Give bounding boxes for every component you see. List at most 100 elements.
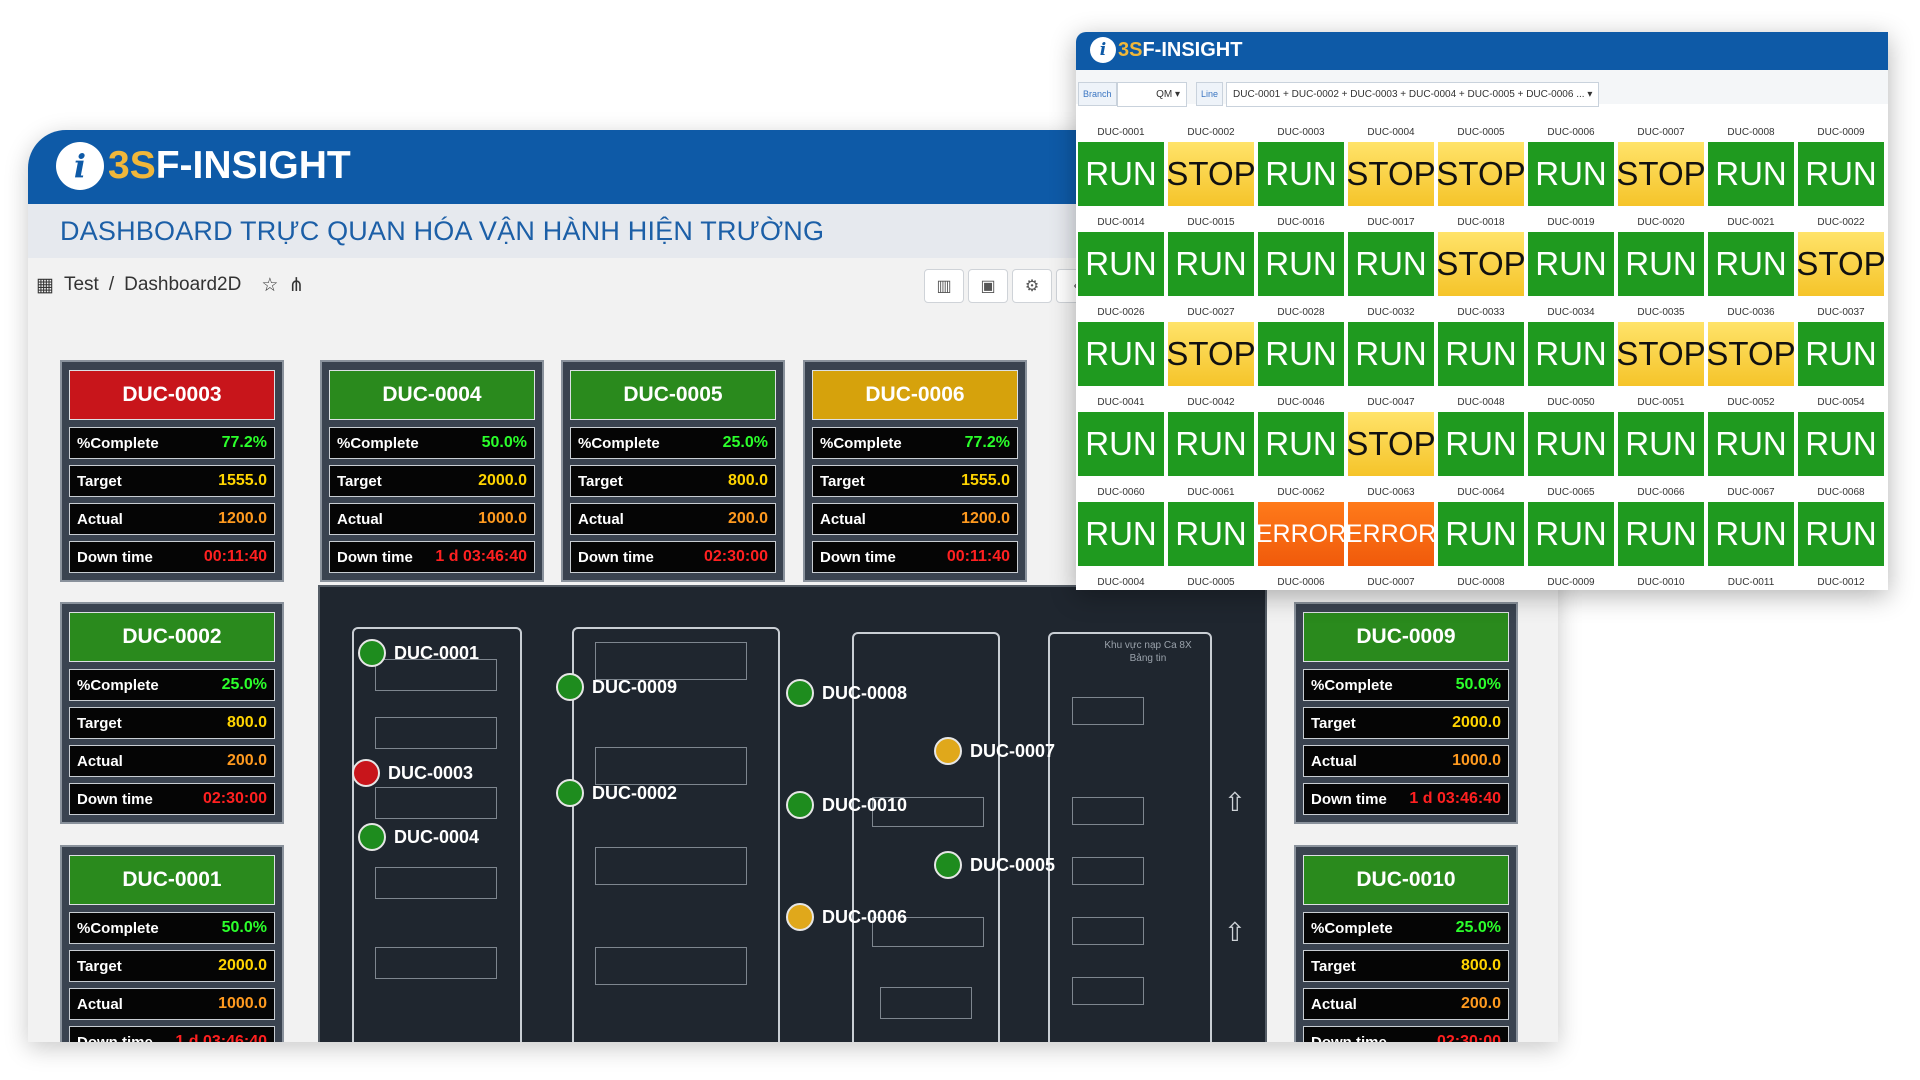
status-cell[interactable]: DUC-0015 RUN xyxy=(1168,214,1254,302)
status-cell[interactable]: DUC-0027 STOP xyxy=(1166,304,1256,392)
status-cell[interactable]: DUC-0008 RUN xyxy=(1708,124,1794,212)
status-cell[interactable]: DUC-0026 RUN xyxy=(1078,304,1164,392)
status-cell[interactable]: DUC-0021 RUN xyxy=(1708,214,1794,302)
status-cell[interactable]: DUC-0051 RUN xyxy=(1618,394,1704,482)
status-cell[interactable]: DUC-0066 RUN xyxy=(1618,484,1704,572)
machine-marker[interactable]: DUC-0004 xyxy=(358,823,479,851)
status-cell[interactable]: DUC-0008 xyxy=(1438,574,1524,590)
status-cell[interactable]: DUC-0005 xyxy=(1168,574,1254,590)
star-icon[interactable]: ☆ xyxy=(261,274,279,296)
status-cell[interactable]: DUC-0050 RUN xyxy=(1528,394,1614,482)
machine-marker[interactable]: DUC-0009 xyxy=(556,673,677,701)
machine-card[interactable]: DUC-0004 %Complete 50.0% Target 2000.0 Actual… xyxy=(320,360,544,582)
status-cell[interactable]: DUC-0046 RUN xyxy=(1258,394,1344,482)
machine-marker[interactable]: DUC-0003 xyxy=(352,759,473,787)
machine-card[interactable]: DUC-0010 %Complete 25.0% Target 800.0 Actual 2… xyxy=(1294,845,1518,1042)
status-cell[interactable]: DUC-0009 xyxy=(1528,574,1614,590)
machine-marker-label: DUC-0002 xyxy=(592,782,678,803)
status-cell[interactable]: DUC-0020 RUN xyxy=(1618,214,1704,302)
machine-card[interactable]: DUC-0001 %Complete 50.0% Target 2000.0 Actual… xyxy=(60,845,284,1042)
machine-card[interactable]: DUC-0006 %Complete 77.2% Target 1555.0 Actual… xyxy=(803,360,1027,582)
status-cell[interactable]: DUC-0005 STOP xyxy=(1436,124,1526,212)
status-badge: RUN xyxy=(1798,322,1884,386)
status-cell[interactable]: DUC-0064 RUN xyxy=(1438,484,1524,572)
status-cell[interactable]: DUC-0004 STOP xyxy=(1346,124,1436,212)
machine-marker[interactable]: DUC-0005 xyxy=(934,851,1055,879)
status-cell[interactable]: DUC-0061 RUN xyxy=(1168,484,1254,572)
line-select[interactable]: DUC-0001 + DUC-0002 + DUC-0003 + DUC-000… xyxy=(1226,82,1600,107)
status-cell[interactable]: DUC-0006 xyxy=(1258,574,1344,590)
status-dot-icon xyxy=(556,779,584,807)
metric-row-complete: %Complete 50.0% xyxy=(329,427,535,459)
app-logo[interactable]: i 3S F-INSIGHT xyxy=(56,142,351,190)
status-cell[interactable]: DUC-0047 STOP xyxy=(1346,394,1436,482)
status-cell[interactable]: DUC-0037 RUN xyxy=(1798,304,1884,392)
save-button[interactable]: ▣ xyxy=(968,269,1008,303)
status-cell[interactable]: DUC-0007 xyxy=(1348,574,1434,590)
status-cell[interactable]: DUC-0048 RUN xyxy=(1438,394,1524,482)
machine-marker[interactable]: DUC-0002 xyxy=(556,779,677,807)
metric-label: Target xyxy=(1311,714,1356,732)
status-cell[interactable]: DUC-0060 RUN xyxy=(1078,484,1164,572)
metric-value: 1000.0 xyxy=(218,995,267,1012)
machine-marker[interactable]: DUC-0006 xyxy=(786,903,907,931)
status-cell[interactable]: DUC-0042 RUN xyxy=(1168,394,1254,482)
metric-value: 1200.0 xyxy=(218,510,267,527)
status-cell[interactable]: DUC-0062 ERROR xyxy=(1256,484,1346,572)
machine-card[interactable]: DUC-0003 %Complete 77.2% Target 1555.0 Actual… xyxy=(60,360,284,582)
status-badge: RUN xyxy=(1438,502,1524,566)
status-cell[interactable]: DUC-0001 RUN xyxy=(1078,124,1164,212)
status-cell[interactable]: DUC-0007 STOP xyxy=(1616,124,1706,212)
chevron-down-icon: ▾ xyxy=(1174,89,1180,100)
machine-marker[interactable]: DUC-0007 xyxy=(934,737,1055,765)
status-cell[interactable]: DUC-0003 RUN xyxy=(1258,124,1344,212)
status-cell[interactable]: DUC-0068 RUN xyxy=(1798,484,1884,572)
status-cell[interactable]: DUC-0063 ERROR xyxy=(1346,484,1436,572)
status-cell[interactable]: DUC-0019 RUN xyxy=(1528,214,1614,302)
status-cell[interactable]: DUC-0034 RUN xyxy=(1528,304,1614,392)
status-cell[interactable]: DUC-0065 RUN xyxy=(1528,484,1614,572)
status-cell[interactable]: DUC-0022 STOP xyxy=(1796,214,1886,302)
status-dot-icon xyxy=(358,823,386,851)
status-cell[interactable]: DUC-0009 RUN xyxy=(1798,124,1884,212)
status-cell[interactable]: DUC-0014 RUN xyxy=(1078,214,1164,302)
machine-marker[interactable]: DUC-0010 xyxy=(786,791,907,819)
branch-select[interactable]: QM ▾ xyxy=(1117,82,1187,107)
status-cell[interactable]: DUC-0016 RUN xyxy=(1258,214,1344,302)
status-cell[interactable]: DUC-0054 RUN xyxy=(1798,394,1884,482)
status-cell[interactable]: DUC-0018 STOP xyxy=(1436,214,1526,302)
status-cell-name: DUC-0005 xyxy=(1457,127,1505,138)
status-dot-icon xyxy=(556,673,584,701)
status-cell[interactable]: DUC-0004 xyxy=(1078,574,1164,590)
status-cell[interactable]: DUC-0035 STOP xyxy=(1616,304,1706,392)
status-cell[interactable]: DUC-0033 RUN xyxy=(1438,304,1524,392)
machine-marker[interactable]: DUC-0008 xyxy=(786,679,907,707)
status-cell-name: DUC-0006 xyxy=(1277,577,1325,588)
metric-row-complete: %Complete 50.0% xyxy=(1303,669,1509,701)
add-panel-icon: ▥ xyxy=(936,278,952,295)
status-cell[interactable]: DUC-0052 RUN xyxy=(1708,394,1794,482)
status-cell[interactable]: DUC-0032 RUN xyxy=(1348,304,1434,392)
overlay-app-logo[interactable]: i 3S F-INSIGHT xyxy=(1090,37,1242,63)
status-cell[interactable]: DUC-0067 RUN xyxy=(1708,484,1794,572)
status-cell[interactable]: DUC-0028 RUN xyxy=(1258,304,1344,392)
status-cell[interactable]: DUC-0041 RUN xyxy=(1078,394,1164,482)
status-cell[interactable]: DUC-0011 xyxy=(1708,574,1794,590)
metric-value: 02:30:00 xyxy=(1436,1033,1501,1042)
settings-button[interactable]: ⚙ xyxy=(1012,269,1052,303)
breadcrumb-folder[interactable]: Test xyxy=(63,274,99,295)
status-cell[interactable]: DUC-0010 xyxy=(1618,574,1704,590)
status-cell[interactable]: DUC-0002 STOP xyxy=(1166,124,1256,212)
machine-card[interactable]: DUC-0005 %Complete 25.0% Target 800.0 Actual 2… xyxy=(561,360,785,582)
grid-icon[interactable]: ▦ xyxy=(36,274,54,296)
status-cell[interactable]: DUC-0006 RUN xyxy=(1528,124,1614,212)
status-cell[interactable]: DUC-0036 STOP xyxy=(1706,304,1796,392)
machine-marker[interactable]: DUC-0001 xyxy=(358,639,479,667)
machine-card[interactable]: DUC-0002 %Complete 25.0% Target 800.0 Actual 2… xyxy=(60,602,284,824)
share-icon[interactable]: ⋔ xyxy=(288,274,305,296)
add-panel-button[interactable]: ▥ xyxy=(924,269,964,303)
status-cell[interactable]: DUC-0012 xyxy=(1798,574,1884,590)
status-cell[interactable]: DUC-0017 RUN xyxy=(1348,214,1434,302)
machine-card[interactable]: DUC-0009 %Complete 50.0% Target 2000.0 Actual… xyxy=(1294,602,1518,824)
status-badge: STOP xyxy=(1796,232,1886,296)
